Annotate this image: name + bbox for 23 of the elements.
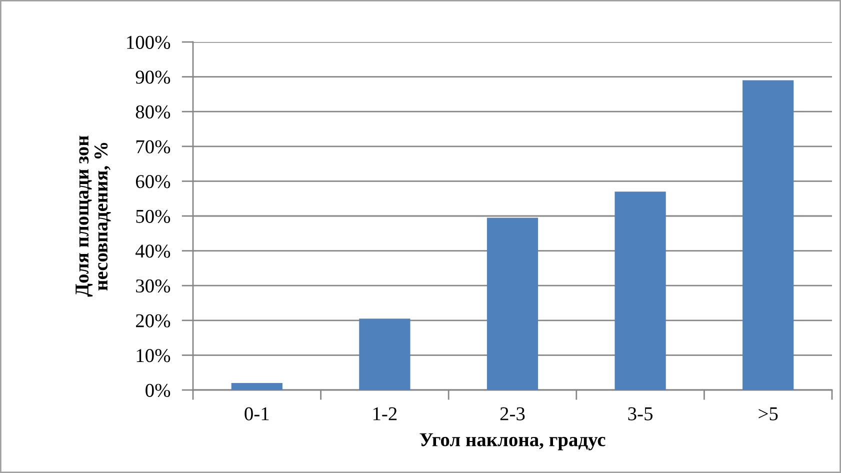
y-axis-title: Доля площади зон несовпадения, % — [76, 136, 111, 297]
y-tick-label: 10% — [136, 349, 170, 362]
bar — [359, 318, 410, 390]
x-axis-title: Угол наклона, градус — [420, 433, 606, 450]
y-tick-label: 100% — [127, 36, 170, 49]
y-tick-label: 50% — [136, 210, 170, 223]
y-tick-label: 80% — [136, 105, 170, 119]
bar — [742, 80, 794, 390]
x-tick-label: 1-2 — [373, 407, 397, 420]
x-tick-label: 0-1 — [244, 407, 269, 420]
y-tick-label: 70% — [136, 140, 170, 154]
bar — [614, 192, 666, 390]
bar — [231, 383, 282, 390]
y-tick-label: 0% — [146, 384, 170, 397]
bar — [486, 218, 538, 390]
y-tick-label: 20% — [136, 314, 170, 328]
y-tick-label: 40% — [136, 244, 170, 258]
x-tick-label: >5 — [758, 407, 778, 420]
y-tick-label: 60% — [136, 175, 170, 188]
y-tick-label: 30% — [136, 279, 170, 293]
x-tick-label: 3-5 — [628, 407, 652, 420]
x-tick-label: 2-3 — [500, 407, 525, 420]
y-tick-label: 90% — [136, 70, 170, 84]
